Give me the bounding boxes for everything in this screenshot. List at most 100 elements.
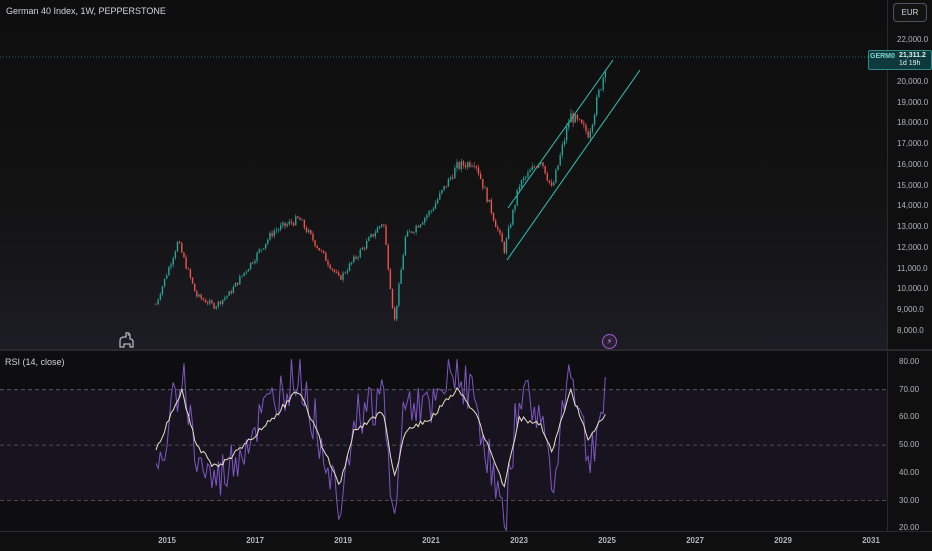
candle-body[interactable] [243,272,245,276]
candle-body[interactable] [366,241,368,249]
candle-body[interactable] [553,182,555,186]
candle-body[interactable] [488,199,490,202]
candle-body[interactable] [391,289,394,309]
candle-body[interactable] [183,252,185,258]
candle-body[interactable] [409,231,411,233]
candle-body[interactable] [312,233,314,241]
candle-body[interactable] [271,232,273,237]
candle-body[interactable] [430,210,432,212]
candle-body[interactable] [340,275,342,280]
price-chart-canvas[interactable] [0,0,887,349]
channel-upper-line[interactable] [507,59,614,209]
candle-body[interactable] [535,167,538,168]
candle-body[interactable] [441,189,443,194]
rsi-ma-line[interactable] [155,386,606,488]
candle-body[interactable] [501,233,503,243]
candle-body[interactable] [230,291,232,294]
candle-body[interactable] [215,306,217,309]
candle-body[interactable] [462,161,465,166]
rsi-chart-canvas[interactable] [0,351,887,531]
candle-body[interactable] [170,264,172,268]
candle-body[interactable] [445,185,447,187]
candle-body[interactable] [305,227,308,233]
candle-body[interactable] [417,225,419,228]
candle-body[interactable] [385,225,387,245]
candle-body[interactable] [550,182,553,186]
candle-body[interactable] [424,217,426,223]
candle-body[interactable] [191,277,194,284]
candle-body[interactable] [522,178,525,181]
candle-body[interactable] [350,262,353,264]
candle-body[interactable] [357,257,359,259]
candle-body[interactable] [514,205,516,210]
candle-body[interactable] [529,170,531,173]
lightning-icon[interactable]: ⚡ [602,334,617,349]
candle-body[interactable] [542,162,544,166]
candle-body[interactable] [563,140,566,145]
candle-body[interactable] [346,270,349,273]
candle-body[interactable] [297,216,299,218]
candle-body[interactable] [454,168,456,179]
candle-body[interactable] [237,282,239,285]
candle-body[interactable] [576,114,579,120]
candle-body[interactable] [307,230,310,233]
candle-body[interactable] [520,180,523,187]
candle-body[interactable] [525,176,527,179]
candle-body[interactable] [323,250,325,253]
candle-body[interactable] [318,248,321,251]
candle-body[interactable] [277,229,280,231]
candle-body[interactable] [492,213,495,221]
candle-body[interactable] [325,252,327,261]
candle-body[interactable] [228,291,230,296]
price-pane[interactable] [0,0,887,349]
candle-body[interactable] [507,227,510,239]
candle-body[interactable] [194,283,196,292]
candle-body[interactable] [335,271,338,273]
candle-body[interactable] [538,164,540,168]
candle-body[interactable] [155,304,157,305]
candle-body[interactable] [267,239,269,244]
candle-body[interactable] [593,114,596,125]
candle-body[interactable] [372,234,374,237]
candle-body[interactable] [585,125,587,132]
candle-body[interactable] [333,269,336,272]
candle-body[interactable] [443,185,445,190]
candle-body[interactable] [331,268,333,270]
candle-body[interactable] [196,291,198,297]
candle-body[interactable] [406,231,409,237]
candle-body[interactable] [589,131,591,138]
candle-body[interactable] [226,295,228,298]
symbol-title[interactable]: German 40 Index, 1W, PEPPERSTONE [6,6,166,16]
candle-body[interactable] [568,122,570,128]
candle-body[interactable] [404,236,407,256]
candle-body[interactable] [241,275,243,277]
candle-body[interactable] [258,249,260,253]
candle-body[interactable] [389,269,392,290]
rsi-indicator-title[interactable]: RSI (14, close) [5,357,65,367]
candle-body[interactable] [264,243,267,249]
candle-body[interactable] [370,234,372,238]
candle-body[interactable] [546,173,548,181]
candle-body[interactable] [548,180,551,183]
candle-body[interactable] [449,177,452,179]
candle-body[interactable] [570,113,572,123]
candle-body[interactable] [475,166,478,168]
candle-body[interactable] [344,272,346,274]
candle-body[interactable] [574,114,576,123]
candle-body[interactable] [591,124,594,132]
candle-body[interactable] [247,269,250,272]
candle-body[interactable] [540,162,542,165]
candle-body[interactable] [419,224,422,228]
candle-body[interactable] [602,77,604,90]
candle-body[interactable] [234,282,237,287]
candle-body[interactable] [178,241,181,243]
candle-body[interactable] [168,267,170,276]
candle-body[interactable] [464,165,467,168]
candle-body[interactable] [245,271,247,273]
candle-body[interactable] [555,169,557,183]
candle-body[interactable] [458,162,460,169]
candle-body[interactable] [428,211,430,216]
candle-body[interactable] [544,165,546,174]
candle-body[interactable] [512,209,514,225]
